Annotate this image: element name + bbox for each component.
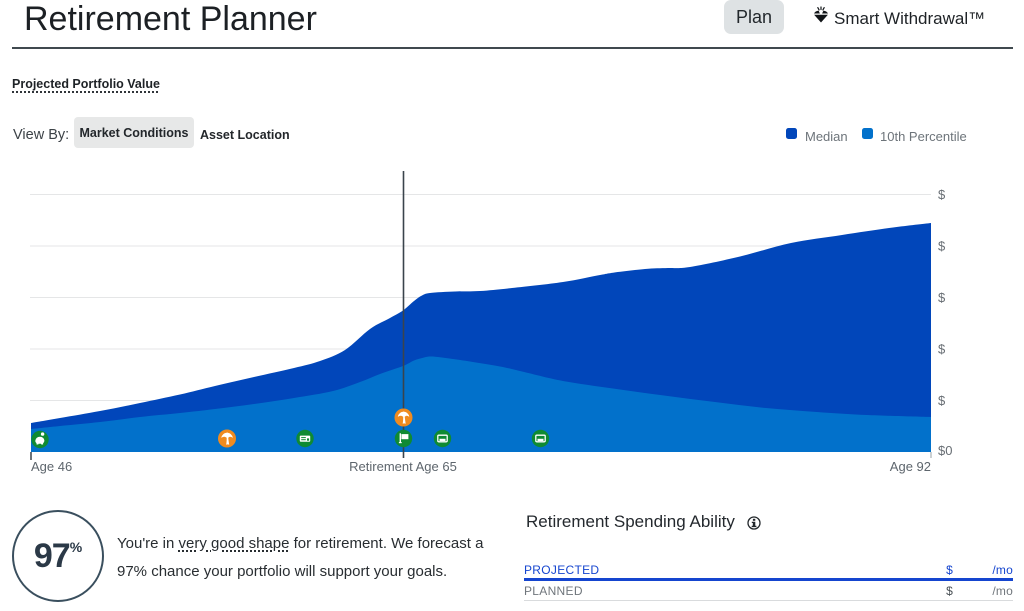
svg-text:$: $ [938, 187, 946, 202]
svg-text:$0: $0 [938, 443, 952, 458]
svg-text:$: $ [938, 393, 946, 408]
svg-text:Retirement Age 65: Retirement Age 65 [349, 459, 457, 474]
svg-text:Age 92: Age 92 [890, 459, 931, 474]
svg-text:$: $ [938, 239, 946, 254]
svg-text:$: $ [938, 342, 946, 357]
svg-text:$: $ [938, 290, 946, 305]
svg-text:Age 46: Age 46 [31, 459, 72, 474]
